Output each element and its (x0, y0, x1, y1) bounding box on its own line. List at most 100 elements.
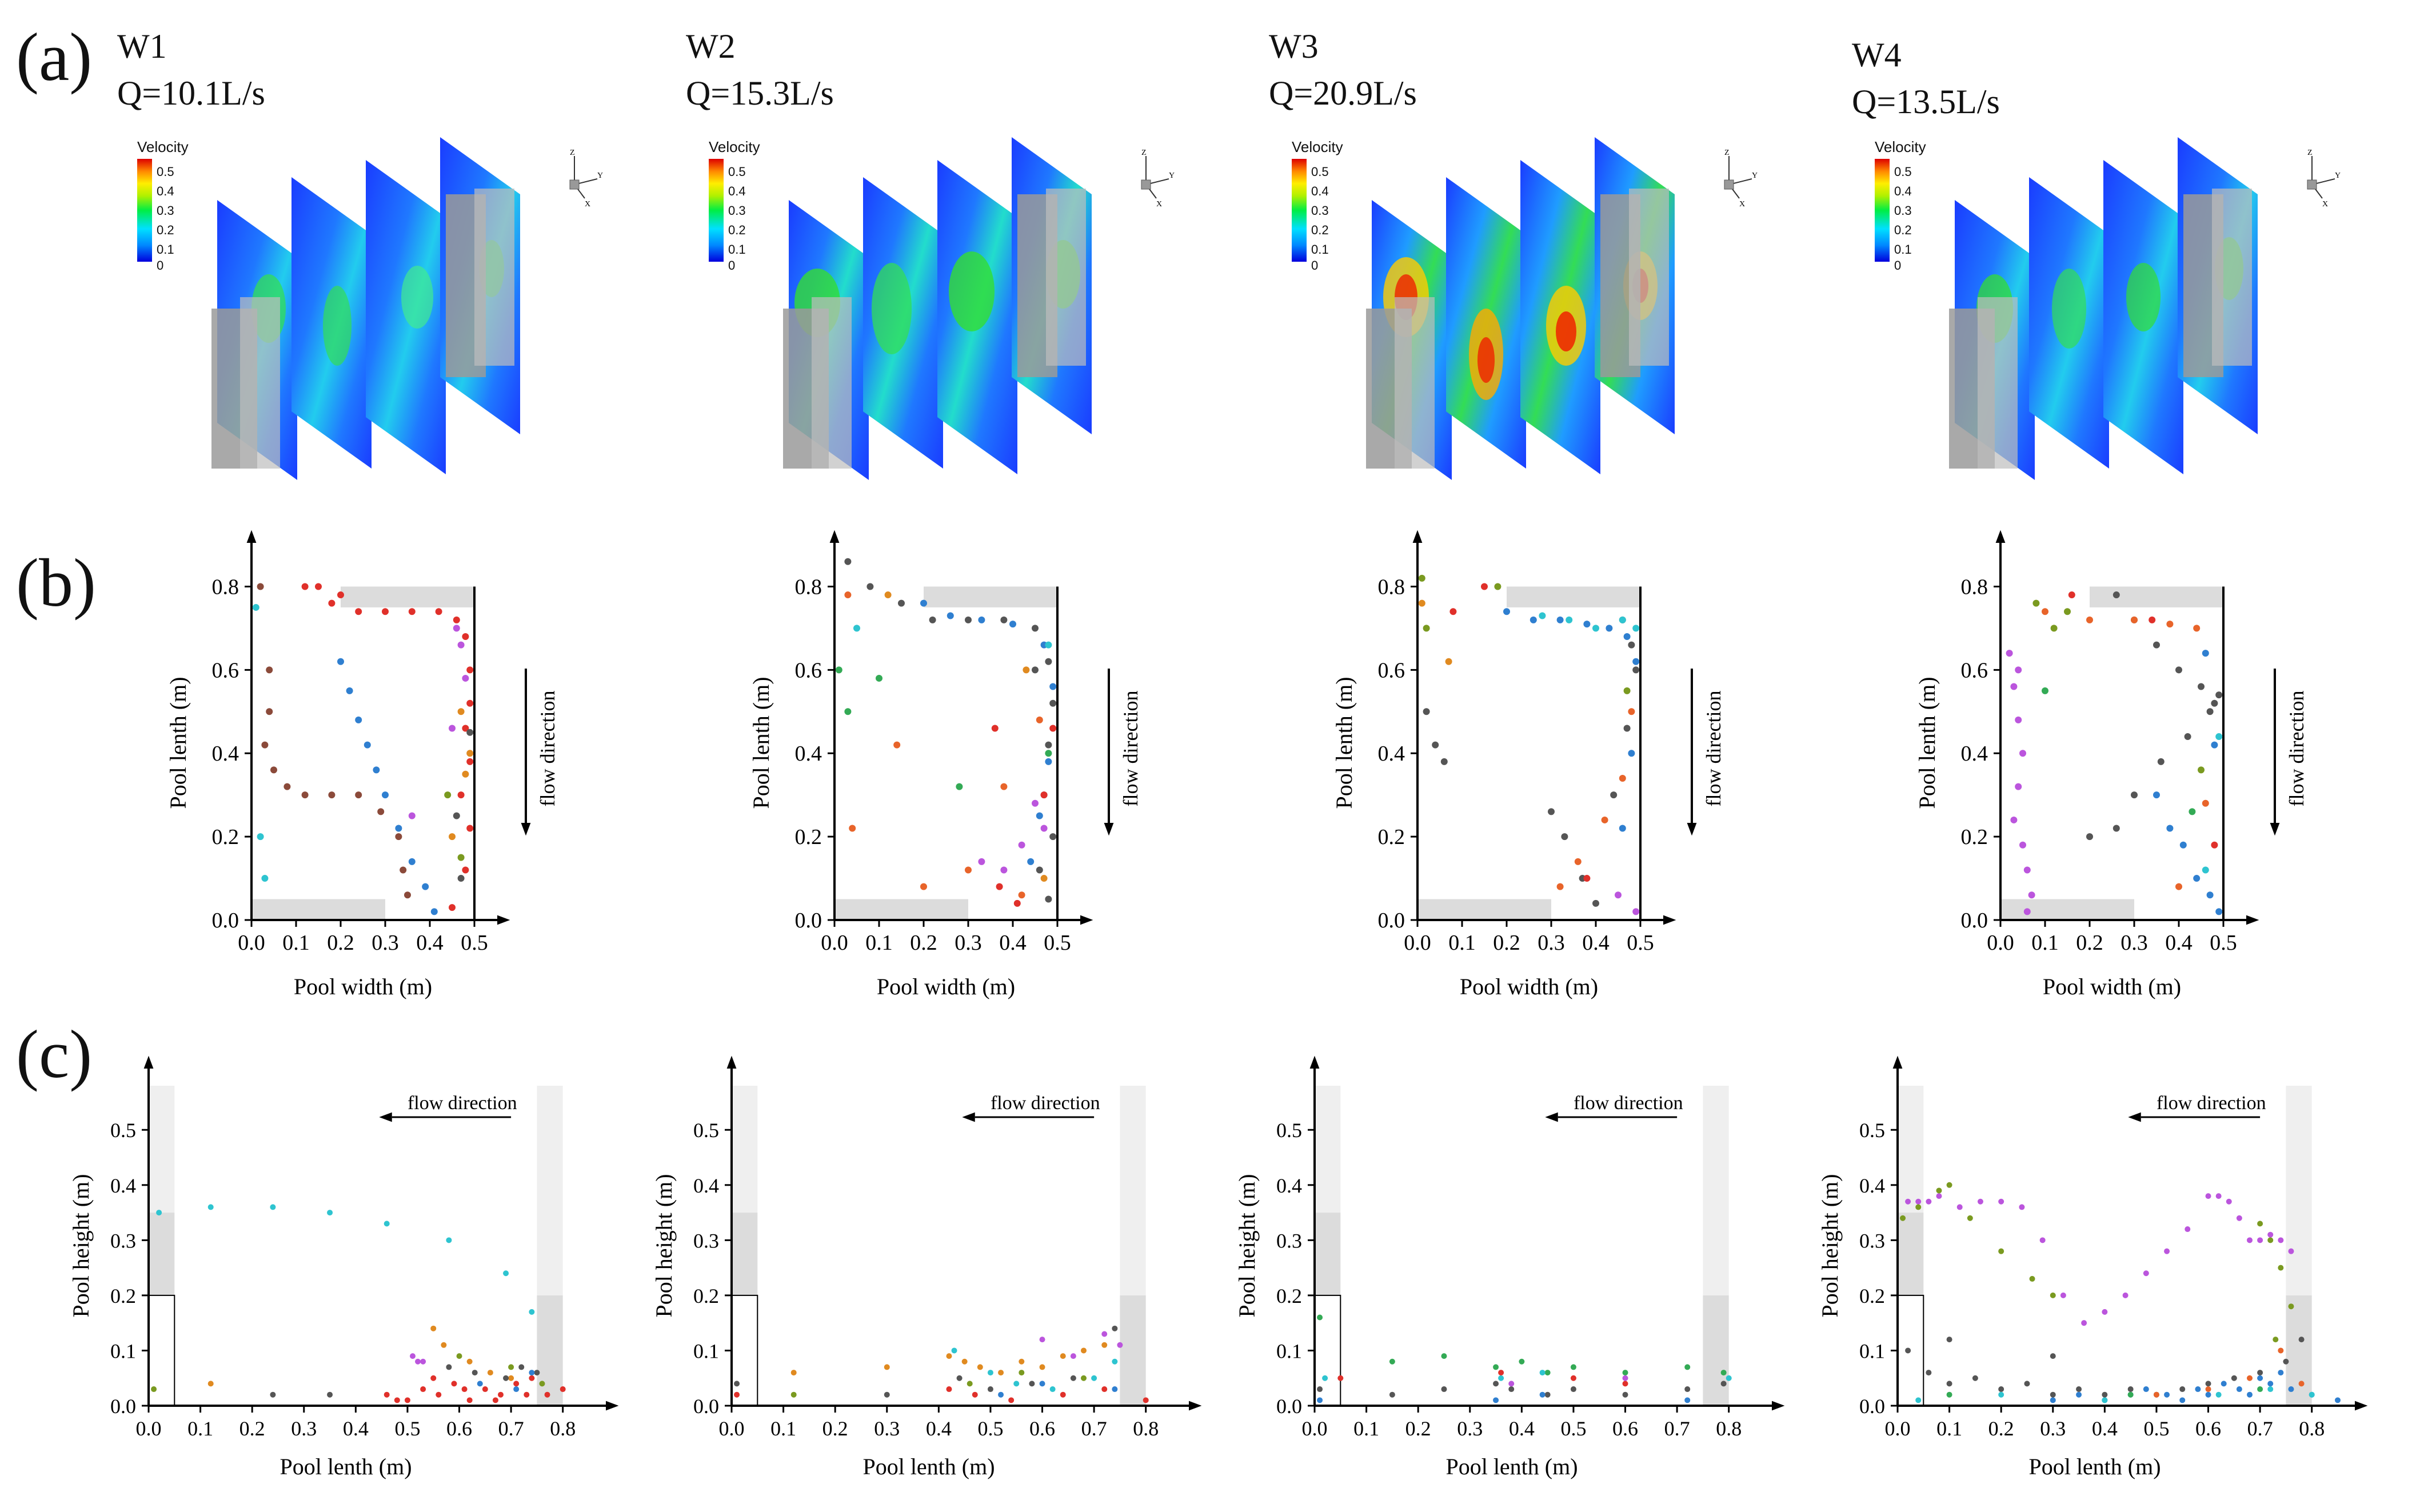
data-point (2278, 1370, 2284, 1376)
x-tick-label: 0.2 (239, 1417, 265, 1440)
legend-tick: 0.2 (157, 223, 174, 237)
case-id: W1 (117, 27, 167, 65)
x-tick-label: 0.2 (327, 931, 354, 955)
flow-arrow-head (1545, 1112, 1558, 1122)
x-tick-label: 0.4 (926, 1417, 952, 1440)
data-point (1946, 1381, 1952, 1387)
x-tick-label: 0.0 (821, 931, 848, 955)
data-point (2019, 750, 2026, 757)
data-point (929, 616, 936, 623)
x-axis-arrow (1772, 1401, 1785, 1411)
data-point (2257, 1375, 2263, 1381)
data-point (920, 883, 927, 890)
x-tick-label: 0.2 (2076, 931, 2103, 955)
flow-arrow-head (521, 823, 531, 836)
y-tick-label: 0.0 (1859, 1395, 1885, 1418)
data-point (461, 1386, 468, 1393)
y-tick-label: 0.8 (1961, 575, 1988, 599)
data-point (1998, 1386, 2004, 1393)
data-point (1592, 625, 1599, 632)
data-point (207, 1381, 214, 1387)
data-point (1539, 1391, 1546, 1398)
data-point (492, 1397, 498, 1403)
data-point (1530, 616, 1537, 623)
data-point (1423, 625, 1430, 632)
data-point (2042, 687, 2048, 694)
flow-arrow-head (2270, 823, 2280, 836)
data-point (2205, 1391, 2211, 1398)
legend-tick: 0.4 (1311, 184, 1329, 198)
data-point (2202, 866, 2209, 874)
legend-tick: 0.2 (728, 223, 746, 237)
data-point (1101, 1342, 1108, 1348)
data-point (1045, 641, 1052, 649)
data-point (2010, 816, 2018, 823)
x-axis-arrow (1080, 915, 1093, 925)
data-point (1726, 1375, 1732, 1381)
data-point (337, 591, 344, 599)
right-slot-upper (1703, 1086, 1729, 1295)
legend-tick: 0.1 (728, 242, 746, 257)
data-point (2060, 1292, 2066, 1298)
data-point (449, 725, 456, 732)
data-point (2050, 1292, 2056, 1298)
y-tick-label: 0.4 (110, 1174, 136, 1197)
data-point (1023, 666, 1030, 674)
data-point (1915, 1198, 1922, 1205)
data-point (2153, 791, 2160, 799)
data-point (503, 1375, 509, 1381)
data-point (844, 558, 852, 565)
y-axis-title: Pool lenth (m) (1331, 677, 1357, 809)
x-tick-label: 0.8 (1133, 1417, 1159, 1440)
x-tick-label: 0.1 (282, 931, 310, 955)
data-point (462, 866, 469, 874)
data-point (2185, 1226, 2191, 1233)
y-tick-label: 0.0 (212, 909, 239, 933)
y-tick-label: 0.8 (212, 575, 239, 599)
data-point (1493, 1364, 1499, 1370)
data-point (965, 866, 972, 874)
data-point (1519, 1358, 1525, 1365)
x-axis-title: Pool lenth (m) (279, 1454, 412, 1479)
x-tick-label: 0.8 (1716, 1417, 1742, 1440)
data-point (1441, 1386, 1447, 1393)
data-point (534, 1370, 540, 1376)
y-tick-label: 0.4 (1378, 742, 1405, 766)
data-point (2215, 908, 2223, 915)
data-point (457, 854, 465, 861)
data-point (1623, 725, 1631, 732)
data-point (1622, 1375, 1628, 1381)
axis-triad-w1: Z Y X (569, 149, 603, 209)
data-point (1570, 1375, 1576, 1381)
data-point (2247, 1391, 2253, 1398)
data-point (2019, 1204, 2025, 1210)
x-tick-label: 0.0 (1885, 1417, 1911, 1440)
data-point (1936, 1187, 1942, 1194)
right-slot-upper (1120, 1086, 1146, 1295)
data-point (734, 1391, 740, 1398)
data-point (1583, 621, 1591, 628)
data-point (1601, 816, 1608, 823)
data-point (1632, 625, 1640, 632)
case-flow: Q=15.3L/s (686, 74, 834, 112)
flow-direction-label: flow direction (2285, 691, 2308, 807)
data-point (951, 1347, 957, 1354)
data-point (1040, 825, 1048, 832)
legend-title: Velocity (137, 138, 189, 155)
velocity-legend-w3: Velocity 0.5 0.4 0.3 0.2 0.1 0 (1292, 138, 1355, 273)
data-point (1070, 1375, 1076, 1381)
x-tick-label: 0.3 (372, 931, 399, 955)
data-point (270, 1204, 276, 1210)
data-point (1049, 725, 1057, 732)
data-point (998, 1370, 1004, 1376)
flow-direction-label: flow direction (408, 1093, 517, 1114)
data-point (1423, 708, 1430, 715)
data-point (2086, 616, 2093, 623)
x-tick-label: 0.3 (2120, 931, 2148, 955)
x-tick-label: 0.0 (1404, 931, 1431, 955)
data-point (2288, 1248, 2294, 1254)
data-point (395, 825, 402, 832)
data-point (790, 1370, 797, 1376)
data-point (430, 908, 438, 915)
data-point (835, 666, 842, 674)
